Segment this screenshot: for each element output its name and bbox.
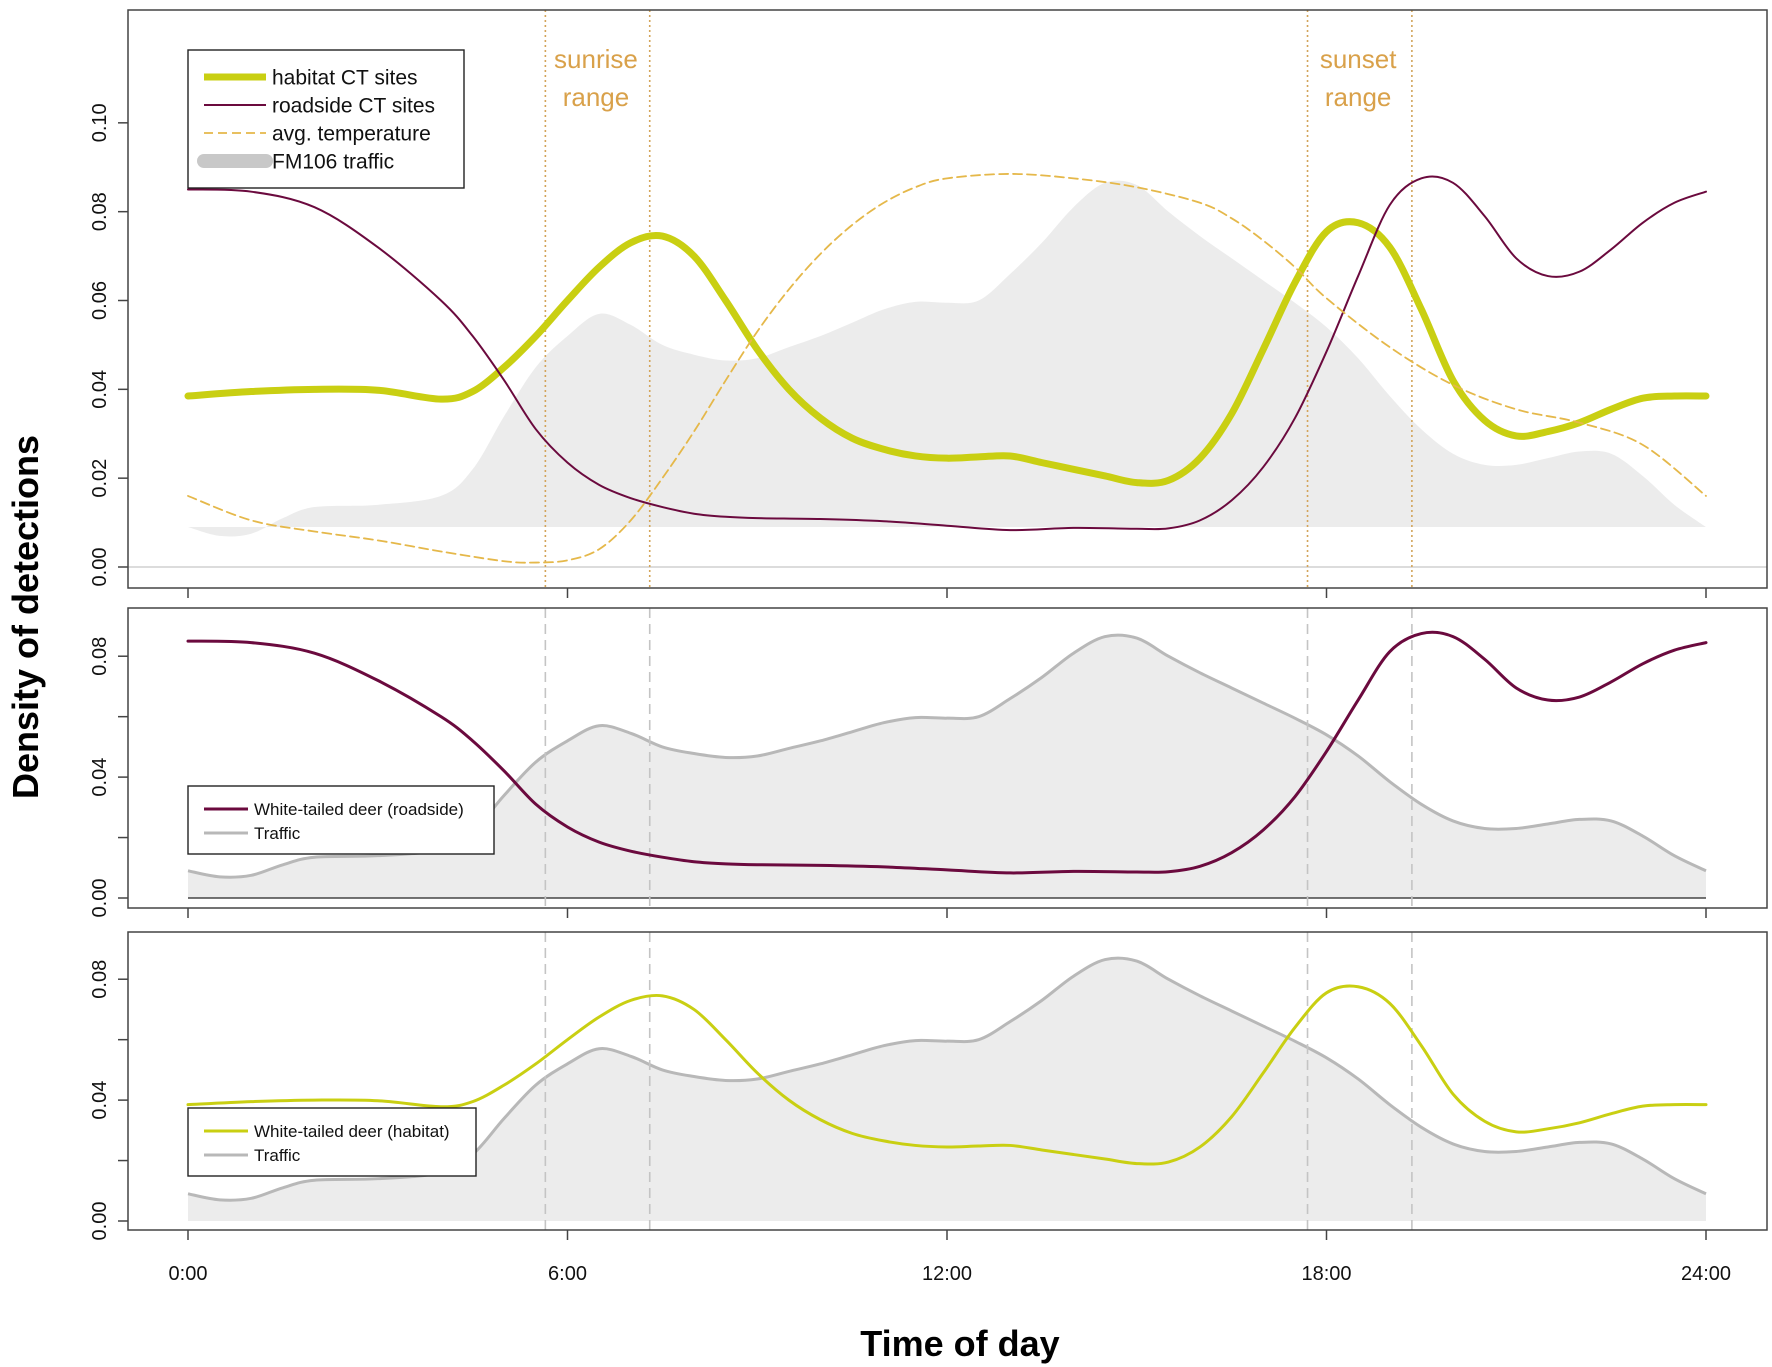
y-tick-label: 0.04 [89, 370, 111, 409]
series-habitat-ct-sites-line [184, 218, 1710, 487]
x-tick-label: 24:00 [1681, 1263, 1731, 1285]
legend: habitat CT sites roadside CT sites avg. te… [187, 49, 465, 189]
y-tick-label: 0.06 [89, 281, 111, 320]
legend: White-tailed deer (habitat) Traffic [187, 1107, 477, 1177]
annotation-sunset-range: range [1325, 82, 1392, 112]
x-tick-label: 12:00 [922, 1263, 972, 1285]
legend-box [187, 1107, 477, 1177]
legend-label-white-tailed-deer-roadside: White-tailed deer (roadside) [254, 800, 464, 819]
series-white-tailed-deer-roadside-line [186, 630, 1708, 875]
y-tick-label: 0.00 [89, 1202, 111, 1241]
series-traffic-area [188, 958, 1706, 1221]
x-axis-title: Time of day [860, 1323, 1059, 1364]
annotation-sunrise-range: range [563, 82, 630, 112]
series-avg-temperature-line [187, 173, 1707, 564]
legend-label-roadside-ct-sites: roadside CT sites [272, 95, 435, 118]
panel-top: 0.00 0.02 0.04 0.06 0.08 0.10 sunrise range suns… [89, 9, 1768, 598]
y-tick-label: 0.08 [89, 637, 111, 676]
y-tick-label: 0.10 [89, 103, 111, 142]
series-traffic-line [187, 956, 1707, 1202]
x-tick-label: 0:00 [169, 1263, 208, 1285]
x-tick-label: 6:00 [548, 1263, 587, 1285]
annotation-sunrise-range: sunrise [554, 44, 638, 74]
series-white-tailed-deer-habitat-line [186, 984, 1708, 1166]
legend-label-fm106-traffic: FM106 traffic [272, 151, 394, 174]
y-tick-label: 0.00 [89, 879, 111, 918]
y-tick-label: 0.08 [89, 960, 111, 999]
y-tick-label: 0.02 [89, 459, 111, 498]
panel-middle: 0.00 0.04 0.08 White-tailed deer (roadside)… [89, 607, 1768, 918]
legend-label-habitat-ct-sites: habitat CT sites [272, 67, 418, 90]
legend-label-traffic: Traffic [254, 1146, 301, 1165]
y-axis-title: Density of detections [5, 435, 46, 799]
series-traffic-line [187, 633, 1707, 879]
x-tick-label: 18:00 [1301, 1263, 1351, 1285]
y-tick-label: 0.00 [89, 548, 111, 587]
legend-label-traffic: Traffic [254, 824, 301, 843]
legend-label-white-tailed-deer-habitat: White-tailed deer (habitat) [254, 1122, 450, 1141]
legend-box [187, 785, 495, 855]
legend: White-tailed deer (roadside) Traffic [187, 785, 495, 855]
series-roadside-ct-sites-line [187, 175, 1707, 532]
legend-label-avg-temperature: avg. temperature [272, 123, 431, 146]
series-traffic-area [188, 635, 1706, 898]
y-tick-label: 0.08 [89, 192, 111, 231]
y-tick-label: 0.04 [89, 758, 111, 797]
y-tick-label: 0.04 [89, 1081, 111, 1120]
series-fm106-traffic-area [188, 180, 1706, 537]
annotation-sunset-range: sunset [1320, 44, 1397, 74]
panel-bottom: 0.00 0.04 0.08 0:00 6:00 12:00 18:00 24:00 White… [89, 931, 1768, 1285]
